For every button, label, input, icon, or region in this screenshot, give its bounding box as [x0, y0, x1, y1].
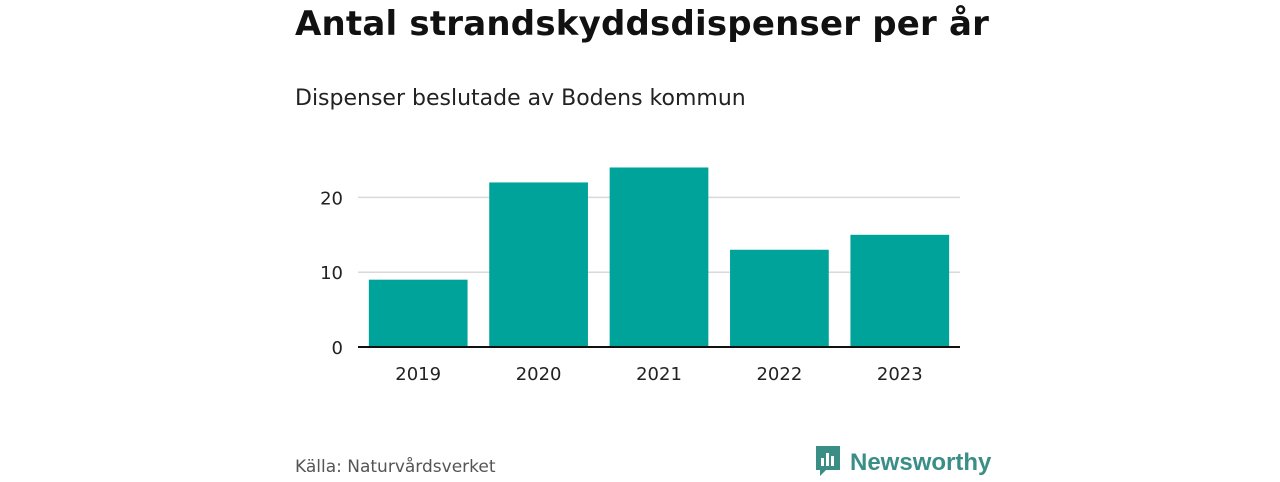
brand-logo: Newsworthy: [814, 446, 991, 480]
bar-2021: [609, 167, 709, 347]
y-tick-labels: 0 10 20: [320, 188, 343, 359]
source-note: Källa: Naturvårdsverket: [295, 457, 496, 477]
bar-2020: [489, 182, 588, 347]
x-tick-label-2023: 2023: [877, 364, 923, 385]
bar-2022: [730, 249, 829, 347]
x-tick-label-2020: 2020: [516, 364, 562, 385]
bar-2019: [368, 279, 468, 347]
x-tick-label-2019: 2019: [395, 364, 441, 385]
x-tick-label-2022: 2022: [756, 364, 802, 385]
y-tick-label-0: 0: [332, 338, 343, 359]
x-tick-labels: 2019 2020 2021 2022 2023: [395, 364, 922, 385]
bars: [368, 167, 950, 347]
newsworthy-logo-icon: [814, 444, 842, 482]
chart-title: Antal strandskyddsdispenser per år: [295, 4, 990, 44]
x-tick-label-2021: 2021: [636, 364, 682, 385]
brand-name: Newsworthy: [850, 449, 992, 476]
bar-2023: [850, 234, 950, 347]
y-tick-label-10: 10: [320, 263, 343, 284]
chart-subtitle: Dispenser beslutade av Bodens kommun: [295, 86, 746, 111]
y-tick-label-20: 20: [320, 188, 343, 209]
bar-chart: 0 10 20 2019 2020 2021 2022 2023: [320, 167, 960, 385]
